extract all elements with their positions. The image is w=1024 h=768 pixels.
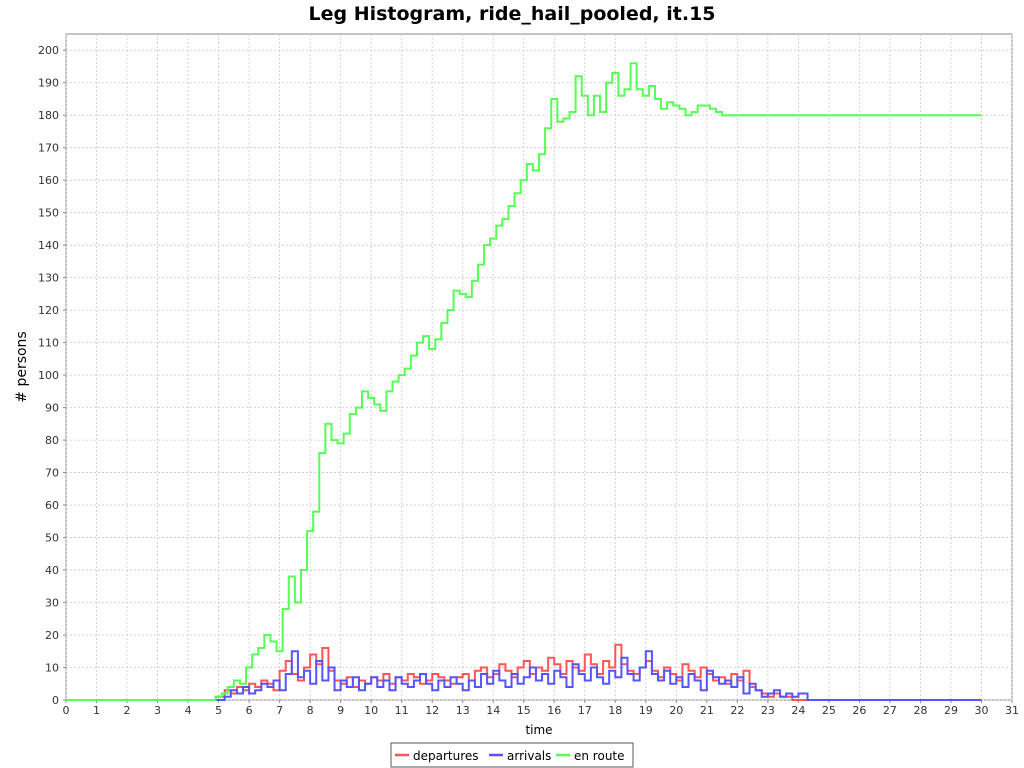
x-tick-label: 10 — [364, 704, 378, 717]
y-axis-label: # persons — [14, 331, 30, 402]
legend-item-departures: departures — [395, 749, 479, 763]
x-tick-label: 8 — [307, 704, 314, 717]
x-tick-label: 16 — [547, 704, 561, 717]
y-tick-label: 110 — [38, 337, 59, 350]
x-tick-label: 4 — [185, 704, 192, 717]
y-tick-label: 130 — [38, 272, 59, 285]
x-tick-label: 25 — [822, 704, 836, 717]
y-tick-label: 190 — [38, 77, 59, 90]
y-tick-label: 70 — [45, 467, 59, 480]
legend-label-en-route: en route — [574, 749, 625, 763]
y-tick-label: 40 — [45, 564, 59, 577]
x-tick-label: 29 — [944, 704, 958, 717]
y-tick-label: 50 — [45, 532, 59, 545]
series-line-en-route — [66, 62, 982, 701]
y-tick-label: 120 — [38, 304, 59, 317]
chart-title: Leg Histogram, ride_hail_pooled, it.15 — [308, 3, 715, 25]
x-tick-label: 17 — [578, 704, 592, 717]
y-tick-label: 20 — [45, 629, 59, 642]
x-tick-label: 2 — [124, 704, 131, 717]
x-tick-label: 19 — [639, 704, 653, 717]
x-tick-label: 26 — [852, 704, 866, 717]
x-tick-label: 7 — [276, 704, 283, 717]
y-tick-label: 200 — [38, 44, 59, 57]
x-tick-label: 3 — [154, 704, 161, 717]
x-tick-label: 21 — [700, 704, 714, 717]
x-tick-label: 5 — [215, 704, 222, 717]
y-tick-label: 160 — [38, 174, 59, 187]
y-tick-label: 60 — [45, 499, 59, 512]
x-tick-label: 0 — [63, 704, 70, 717]
legend-box — [390, 742, 634, 768]
y-tick-label: 0 — [52, 694, 59, 707]
x-tick-label: 1 — [93, 704, 100, 717]
y-tick-label: 90 — [45, 402, 59, 415]
x-tick-label: 6 — [246, 704, 253, 717]
x-tick-label: 9 — [337, 704, 344, 717]
y-tick-label: 10 — [45, 662, 59, 675]
series-line-departures — [66, 643, 982, 701]
x-tick-label: 28 — [913, 704, 927, 717]
x-axis-label: time — [525, 723, 552, 737]
legend-item-arrivals: arrivals — [489, 749, 551, 763]
x-tick-label: 12 — [425, 704, 439, 717]
plot-area — [65, 33, 1013, 701]
series-line-arrivals — [66, 650, 982, 701]
x-tick-label: 23 — [761, 704, 775, 717]
x-tick-label: 13 — [456, 704, 470, 717]
x-tick-label: 20 — [669, 704, 683, 717]
y-tick-label: 80 — [45, 434, 59, 447]
y-tick-label: 30 — [45, 597, 59, 610]
x-tick-label: 27 — [883, 704, 897, 717]
x-tick-label: 30 — [974, 704, 988, 717]
y-tick-label: 180 — [38, 109, 59, 122]
x-tick-label: 31 — [1005, 704, 1019, 717]
legend: departures arrivals en route — [390, 742, 634, 768]
y-tick-label: 170 — [38, 142, 59, 155]
legend-item-en-route: en route — [556, 749, 625, 763]
x-tick-label: 22 — [730, 704, 744, 717]
legend-label-arrivals: arrivals — [507, 749, 551, 763]
legend-label-departures: departures — [413, 749, 479, 763]
series-layer — [66, 62, 982, 701]
x-tick-label: 24 — [791, 704, 805, 717]
axes: 0 1 2 3 4 5 6 7 8 9 10 11 12 13 14 15 16 17 18 19 20 21 22 23 24… — [38, 44, 1019, 717]
x-tick-label: 15 — [517, 704, 531, 717]
y-tick-label: 150 — [38, 207, 59, 220]
y-tick-label: 140 — [38, 239, 59, 252]
x-tick-label: 11 — [395, 704, 409, 717]
x-tick-label: 14 — [486, 704, 500, 717]
y-tick-label: 100 — [38, 369, 59, 382]
x-tick-label: 18 — [608, 704, 622, 717]
